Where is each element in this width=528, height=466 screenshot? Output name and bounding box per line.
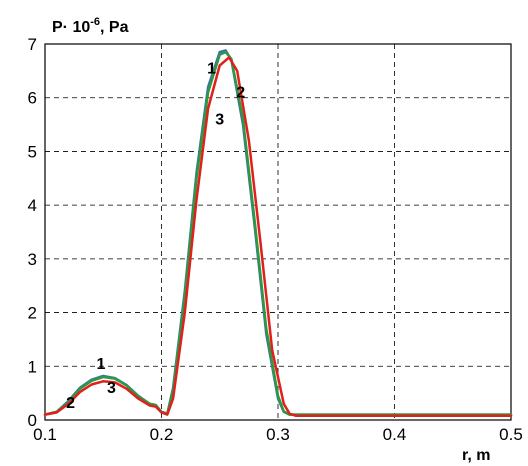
y-axis-title-suffix: , Pa bbox=[100, 19, 129, 36]
y-tick-label: 2 bbox=[28, 304, 37, 323]
curve-label: 2 bbox=[236, 85, 245, 102]
x-tick-label: 0.2 bbox=[150, 425, 174, 444]
y-tick-label: 1 bbox=[28, 357, 37, 376]
x-tick-label: 0.4 bbox=[383, 425, 407, 444]
y-tick-label: 7 bbox=[28, 35, 37, 54]
y-axis-title-prefix: P· 10 bbox=[52, 19, 90, 36]
x-tick-label: 0.5 bbox=[499, 425, 523, 444]
series-line-3 bbox=[43, 56, 513, 417]
x-tick-label: 0.3 bbox=[266, 425, 290, 444]
y-axis-title: P· 10-6, Pa bbox=[52, 16, 129, 36]
y-tick-label: 6 bbox=[28, 89, 37, 108]
x-tick-label: 0.1 bbox=[33, 425, 57, 444]
y-tick-label: 0 bbox=[28, 411, 37, 430]
y-tick-label: 5 bbox=[28, 142, 37, 161]
plot-frame bbox=[44, 43, 512, 421]
x-axis-title-main: r, m bbox=[462, 447, 490, 464]
grid-lines bbox=[45, 44, 511, 420]
data-series bbox=[43, 49, 513, 417]
curve-label: 2 bbox=[66, 395, 75, 412]
curve-label: 3 bbox=[107, 380, 116, 397]
y-tick-label: 3 bbox=[28, 250, 37, 269]
y-axis-title-exponent: -6 bbox=[90, 16, 100, 28]
curve-label: 3 bbox=[215, 112, 224, 129]
curve-label: 1 bbox=[96, 356, 105, 373]
curve-label: 1 bbox=[207, 61, 216, 78]
y-tick-label: 4 bbox=[28, 196, 37, 215]
series-line-2 bbox=[43, 50, 513, 416]
x-axis-title: r, m bbox=[462, 447, 490, 464]
